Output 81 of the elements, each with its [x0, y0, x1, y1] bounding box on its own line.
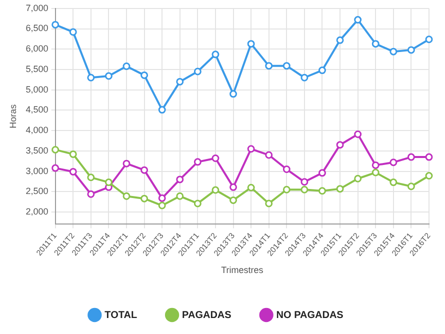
- point: [318, 66, 326, 74]
- point: [194, 200, 202, 208]
- point: [69, 150, 77, 158]
- point: [407, 182, 415, 190]
- point: [230, 90, 238, 98]
- point: [265, 62, 273, 70]
- point: [122, 160, 130, 168]
- point: [247, 145, 255, 153]
- y-tick-label: 7,000: [26, 2, 48, 13]
- point: [104, 178, 112, 186]
- point: [230, 183, 238, 191]
- point: [122, 192, 130, 200]
- legend-label: NO PAGADAS: [276, 310, 344, 321]
- point: [176, 176, 184, 184]
- point: [390, 48, 398, 56]
- point: [300, 178, 308, 186]
- y-tick-label: 2,500: [26, 186, 48, 196]
- point: [176, 78, 184, 86]
- point: [318, 187, 326, 195]
- point: [69, 168, 77, 176]
- point: [282, 186, 290, 194]
- point: [265, 151, 273, 159]
- point: [354, 16, 362, 24]
- x-axis-title: Trimestres: [221, 265, 264, 276]
- point: [372, 161, 380, 169]
- point: [212, 186, 220, 194]
- point: [425, 172, 433, 180]
- point: [425, 36, 433, 44]
- point: [194, 158, 202, 166]
- point: [52, 20, 60, 28]
- point: [140, 166, 148, 174]
- y-tick-label: 3,000: [26, 166, 48, 176]
- y-tick-label: 6,000: [26, 44, 48, 54]
- point: [336, 141, 344, 149]
- point: [265, 200, 273, 208]
- point: [87, 74, 95, 82]
- point: [230, 196, 238, 204]
- point: [282, 166, 290, 174]
- point: [372, 168, 380, 176]
- point: [52, 146, 60, 154]
- point: [372, 40, 380, 48]
- point: [158, 106, 166, 114]
- point: [425, 153, 433, 161]
- point: [336, 36, 344, 44]
- point: [140, 71, 148, 79]
- point: [104, 72, 112, 80]
- point: [247, 40, 255, 48]
- point: [318, 169, 326, 177]
- point: [390, 178, 398, 186]
- y-tick-label: 3,500: [26, 145, 48, 156]
- point: [87, 174, 95, 182]
- point: [212, 154, 220, 162]
- point: [336, 185, 344, 193]
- point: [390, 158, 398, 166]
- point: [87, 190, 95, 198]
- point: [354, 174, 362, 182]
- legend-label: TOTAL: [104, 310, 138, 321]
- y-axis-title: Horas: [8, 104, 18, 128]
- point: [122, 62, 130, 70]
- point: [282, 62, 290, 70]
- point: [212, 50, 220, 58]
- y-tick-label: 4,000: [26, 125, 48, 136]
- point: [407, 153, 415, 161]
- legend-label: PAGADAS: [182, 310, 232, 321]
- point: [176, 192, 184, 200]
- point: [140, 194, 148, 202]
- y-tick-label: 5,000: [26, 84, 48, 94]
- point: [158, 194, 166, 202]
- point: [158, 202, 166, 210]
- point: [247, 184, 255, 192]
- point: [300, 186, 308, 194]
- point: [52, 164, 60, 172]
- point: [354, 130, 362, 138]
- y-tick-label: 5,500: [26, 64, 48, 74]
- y-tick-label: 4,500: [26, 104, 48, 115]
- y-tick-label: 6,500: [26, 23, 48, 34]
- point: [69, 28, 77, 36]
- point: [407, 46, 415, 54]
- point: [194, 68, 202, 76]
- y-tick-label: 2,000: [26, 206, 48, 217]
- point: [300, 74, 308, 82]
